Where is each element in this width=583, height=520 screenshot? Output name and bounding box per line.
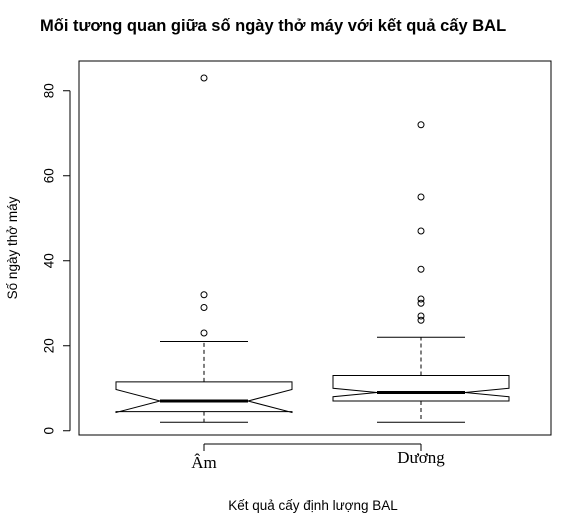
y-axis-label: Số ngày thở máy <box>5 196 20 299</box>
outlier-point <box>417 316 425 324</box>
y-axis: 0 20 40 60 80 <box>42 83 71 435</box>
outlier-point <box>200 291 208 299</box>
notched-box <box>332 375 510 402</box>
outlier-point <box>200 74 208 82</box>
y-tick-label: 60 <box>42 168 57 183</box>
outlier-point <box>417 312 425 320</box>
notched-box <box>115 381 293 414</box>
x-tick-label: Âm <box>191 453 217 472</box>
box-duong <box>332 121 510 423</box>
x-tick-label: Dương <box>397 448 445 467</box>
outlier-point <box>417 193 425 201</box>
outlier-point <box>417 299 425 307</box>
outlier-point <box>417 295 425 303</box>
y-tick-label: 40 <box>42 253 57 268</box>
y-tick-label: 80 <box>42 83 57 98</box>
plot-frame <box>78 60 552 436</box>
x-axis-label: Kết quả cấy định lượng BAL <box>228 498 398 513</box>
x-axis: Âm Dương <box>191 443 445 472</box>
box-am <box>115 74 293 423</box>
outlier-point <box>200 304 208 311</box>
y-tick-label: 0 <box>42 427 57 435</box>
chart-title: Mối tương quan giữa số ngày thở máy với … <box>40 17 506 35</box>
outlier-point <box>200 329 208 337</box>
outlier-point <box>417 227 425 235</box>
box-group <box>115 74 510 423</box>
outlier-point <box>417 121 425 129</box>
outlier-point <box>417 265 425 273</box>
y-tick-label: 20 <box>42 338 57 353</box>
